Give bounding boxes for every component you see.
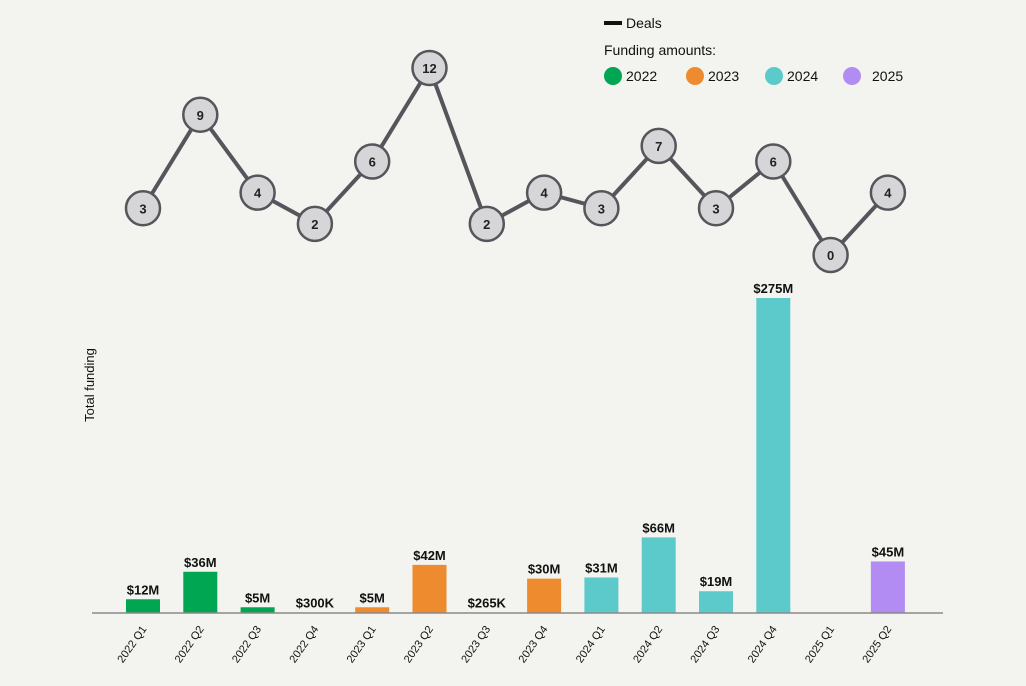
deal-point bbox=[697, 190, 735, 227]
bar-2023-Q2 bbox=[412, 564, 447, 613]
deals-legend-swatch bbox=[604, 21, 622, 25]
x-tick-label: 2023 Q1 bbox=[345, 624, 379, 665]
deal-point bbox=[411, 49, 448, 87]
legend-swatch-2024 bbox=[765, 67, 783, 85]
deal-count-label: 3 bbox=[139, 201, 146, 216]
deal-point bbox=[525, 174, 563, 211]
deal-point bbox=[812, 236, 849, 274]
deal-point bbox=[468, 205, 506, 243]
bar-label: $42M bbox=[413, 548, 446, 563]
deal-count-label: 6 bbox=[369, 155, 376, 170]
deal-count-label: 4 bbox=[540, 186, 548, 201]
bar-2024-Q3 bbox=[699, 591, 733, 613]
legend-swatch-2023 bbox=[686, 67, 704, 85]
bar-label: $12M bbox=[127, 582, 160, 597]
bar-label: $19M bbox=[700, 574, 733, 589]
deal-point bbox=[182, 96, 219, 133]
bar-2024-Q2 bbox=[641, 537, 676, 613]
deal-count-label: 3 bbox=[712, 201, 719, 216]
bar-2024-Q4 bbox=[756, 298, 791, 613]
bar-2023-Q4 bbox=[527, 578, 562, 613]
x-tick-label: 2023 Q3 bbox=[459, 624, 493, 665]
deal-point bbox=[296, 205, 334, 243]
y-axis-label: Total funding bbox=[82, 348, 97, 422]
x-tick-label: 2025 Q2 bbox=[860, 624, 894, 665]
bar-2023-Q1 bbox=[355, 607, 390, 613]
deal-count-label: 7 bbox=[655, 139, 662, 154]
bar-label: $36M bbox=[184, 555, 217, 570]
x-tick-label: 2024 Q4 bbox=[746, 624, 780, 665]
legend-label-2025: 2025 bbox=[872, 68, 903, 84]
deal-point bbox=[755, 143, 792, 180]
deal-point bbox=[239, 174, 276, 211]
x-tick-label: 2022 Q2 bbox=[173, 624, 207, 665]
bar-label: $45M bbox=[872, 544, 905, 559]
bar-2022-Q3 bbox=[240, 607, 275, 613]
deal-point bbox=[124, 190, 162, 227]
bar-2022-Q2 bbox=[183, 571, 218, 613]
x-tick-label: 2022 Q3 bbox=[230, 624, 264, 665]
deal-point bbox=[869, 174, 907, 211]
deals-legend-label: Deals bbox=[626, 15, 662, 31]
x-tick-label: 2024 Q2 bbox=[631, 624, 665, 665]
deal-count-label: 6 bbox=[770, 155, 777, 170]
deal-point bbox=[583, 190, 620, 227]
bar-label: $300K bbox=[296, 596, 335, 611]
deal-point bbox=[640, 127, 677, 165]
bar-label: $5M bbox=[360, 590, 385, 605]
legend-swatch-2025 bbox=[843, 67, 861, 85]
bar-label: $265K bbox=[468, 596, 507, 611]
deal-point bbox=[353, 143, 391, 180]
x-tick-label: 2023 Q4 bbox=[517, 624, 551, 665]
deal-count-label: 12 bbox=[422, 61, 436, 76]
bar-2022-Q1 bbox=[126, 599, 160, 613]
deal-count-label: 2 bbox=[311, 217, 318, 232]
legend-swatch-2022 bbox=[604, 67, 622, 85]
legend: Deals Funding amounts: 2022 2023 2024 2025 bbox=[604, 15, 903, 85]
deal-count-label: 4 bbox=[254, 186, 262, 201]
bar-label: $5M bbox=[245, 590, 270, 605]
deal-count-label: 0 bbox=[827, 248, 834, 263]
deal-count-label: 4 bbox=[884, 186, 892, 201]
legend-label-2022: 2022 bbox=[626, 68, 657, 84]
deal-count-label: 9 bbox=[197, 108, 204, 123]
x-tick-label: 2024 Q3 bbox=[688, 624, 722, 665]
legend-label-2023: 2023 bbox=[708, 68, 739, 84]
deal-count-label: 2 bbox=[483, 217, 490, 232]
x-tick-label: 2024 Q1 bbox=[574, 624, 608, 665]
x-tick-label: 2025 Q1 bbox=[803, 624, 837, 665]
funding-legend-title: Funding amounts: bbox=[604, 42, 716, 58]
bar-label: $275M bbox=[753, 281, 793, 296]
bar-label: $66M bbox=[642, 520, 675, 535]
bar-2025-Q2 bbox=[870, 561, 905, 613]
bar-label: $31M bbox=[585, 560, 618, 575]
legend-label-2024: 2024 bbox=[787, 68, 818, 84]
x-tick-label: 2022 Q1 bbox=[115, 624, 149, 665]
deal-count-label: 3 bbox=[598, 201, 605, 216]
bar-label: $30M bbox=[528, 562, 561, 577]
x-tick-label: 2023 Q2 bbox=[402, 624, 436, 665]
x-tick-label: 2022 Q4 bbox=[287, 624, 321, 665]
bar-2024-Q1 bbox=[584, 577, 619, 613]
